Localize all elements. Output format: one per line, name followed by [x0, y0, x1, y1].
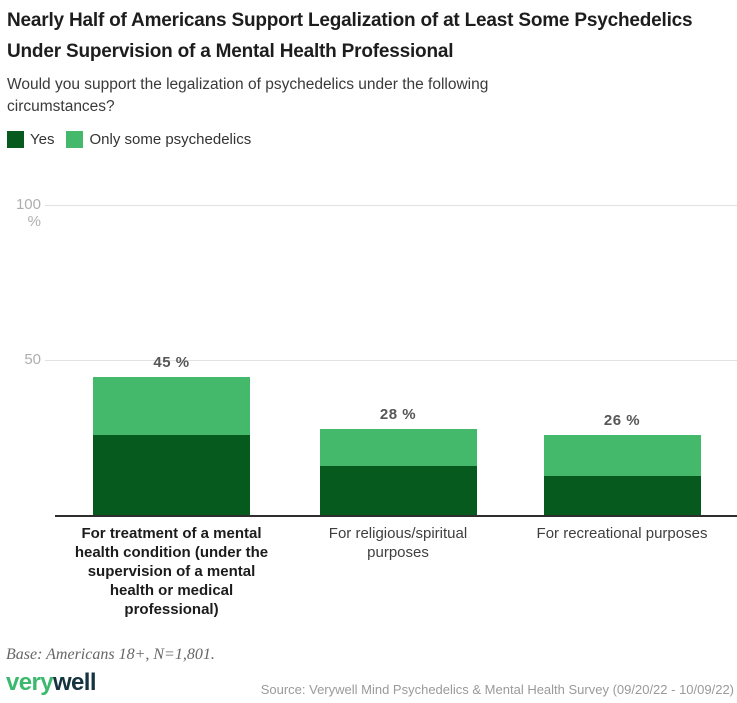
logo-part-very: very — [6, 669, 54, 696]
survey-question: Would you support the legalization of ps… — [7, 76, 489, 115]
bar-segment — [319, 429, 477, 467]
logo-part-well: well — [52, 669, 97, 696]
category-label: For treatment of a mental health conditi… — [74, 525, 269, 618]
gridline — [45, 205, 737, 206]
bar-total-label: 26 % — [603, 412, 641, 430]
legend-item-yes: Yes — [7, 131, 54, 148]
gridline — [45, 360, 737, 361]
legend-label: Yes — [30, 131, 55, 148]
page-title: Nearly Half of Americans Support Legaliz… — [7, 10, 693, 62]
legend-swatch-only-some — [66, 131, 84, 148]
x-axis-line — [55, 515, 737, 517]
legend-item-only-some: Only some psychedelics — [66, 131, 251, 148]
category-label: For recreational purposes — [536, 525, 708, 542]
legend-swatch-yes — [7, 131, 24, 148]
y-tick-label: 100 % — [15, 196, 41, 230]
y-tick-label: 50 — [24, 351, 41, 368]
legend: Yes Only some psychedelics — [7, 131, 251, 148]
legend-label: Only some psychedelics — [89, 131, 252, 148]
bar-segment — [319, 466, 477, 516]
source-attribution: Source: Verywell Mind Psychedelics & Men… — [260, 682, 734, 697]
bar-segment — [543, 475, 701, 516]
category-label: For religious/spiritual purposes — [328, 525, 468, 561]
bar-segment — [543, 435, 701, 476]
bar-segment — [93, 435, 250, 516]
bar-total-label: 28 % — [379, 406, 417, 424]
base-note: Base: Americans 18+, N=1,801. — [6, 646, 215, 663]
bar-total-label: 45 % — [153, 353, 190, 371]
verywell-logo: verywell — [6, 669, 97, 697]
bar-segment — [93, 376, 250, 436]
